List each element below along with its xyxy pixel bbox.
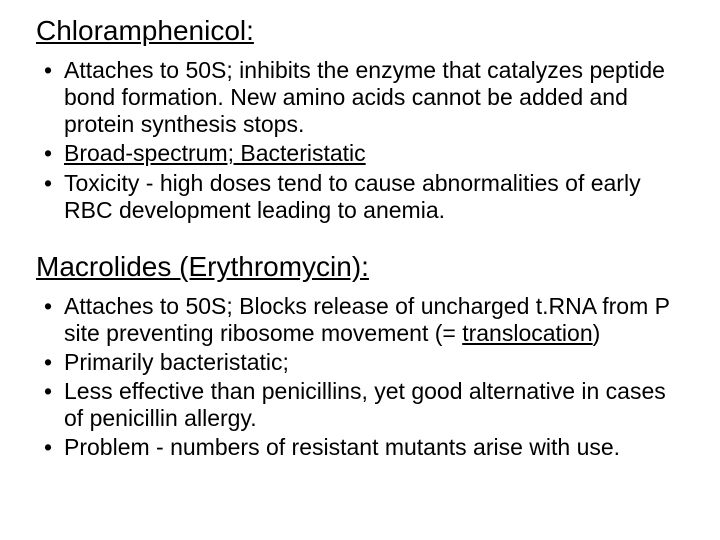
bullet-list: Attaches to 50S; Blocks release of uncha…	[36, 293, 684, 462]
bullet-text: Broad-spectrum; Bacteristatic	[64, 140, 366, 166]
bullet-text: Problem - numbers of resistant mutants a…	[64, 434, 620, 460]
section-heading: Chloramphenicol:	[36, 14, 684, 47]
section-heading: Macrolides (Erythromycin):	[36, 250, 684, 283]
list-item: Less effective than penicillins, yet goo…	[36, 378, 684, 432]
bullet-text: Toxicity - high doses tend to cause abno…	[64, 170, 641, 223]
bullet-text: Primarily bacteristatic;	[64, 349, 289, 375]
list-item: Broad-spectrum; Bacteristatic	[36, 140, 684, 167]
bullet-text: Less effective than penicillins, yet goo…	[64, 378, 666, 431]
bullet-text: )	[593, 320, 601, 346]
list-item: Primarily bacteristatic;	[36, 349, 684, 376]
list-item: Attaches to 50S; Blocks release of uncha…	[36, 293, 684, 347]
bullet-text-underlined: translocation	[462, 320, 592, 346]
bullet-list: Attaches to 50S; inhibits the enzyme tha…	[36, 57, 684, 224]
list-item: Toxicity - high doses tend to cause abno…	[36, 170, 684, 224]
list-item: Problem - numbers of resistant mutants a…	[36, 434, 684, 461]
bullet-text: Attaches to 50S; inhibits the enzyme tha…	[64, 57, 665, 137]
list-item: Attaches to 50S; inhibits the enzyme tha…	[36, 57, 684, 138]
